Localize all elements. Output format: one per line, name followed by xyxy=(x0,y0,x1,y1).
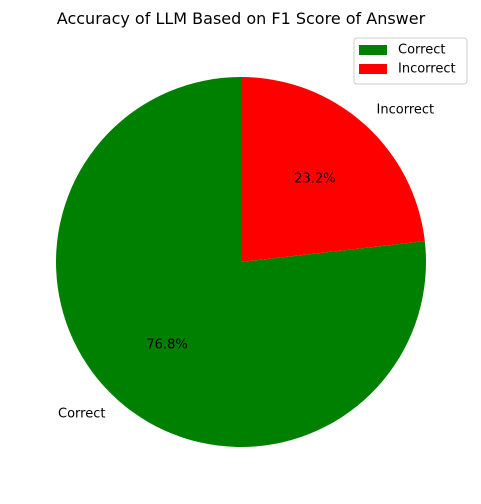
pie-slices xyxy=(56,77,426,447)
legend-swatch-incorrect xyxy=(359,64,387,74)
percent-label-incorrect: 23.2% xyxy=(294,172,335,187)
legend-label-incorrect: Incorrect xyxy=(398,62,456,77)
legend-label-correct: Correct xyxy=(398,43,445,58)
slice-label-correct: Correct xyxy=(58,406,105,421)
chart-title: Accuracy of LLM Based on F1 Score of Ans… xyxy=(57,9,426,28)
percent-label-correct: 76.8% xyxy=(146,337,187,352)
slice-label-incorrect: Incorrect xyxy=(377,103,435,118)
legend-swatch-correct xyxy=(359,45,387,55)
legend: Correct Incorrect xyxy=(354,38,467,84)
